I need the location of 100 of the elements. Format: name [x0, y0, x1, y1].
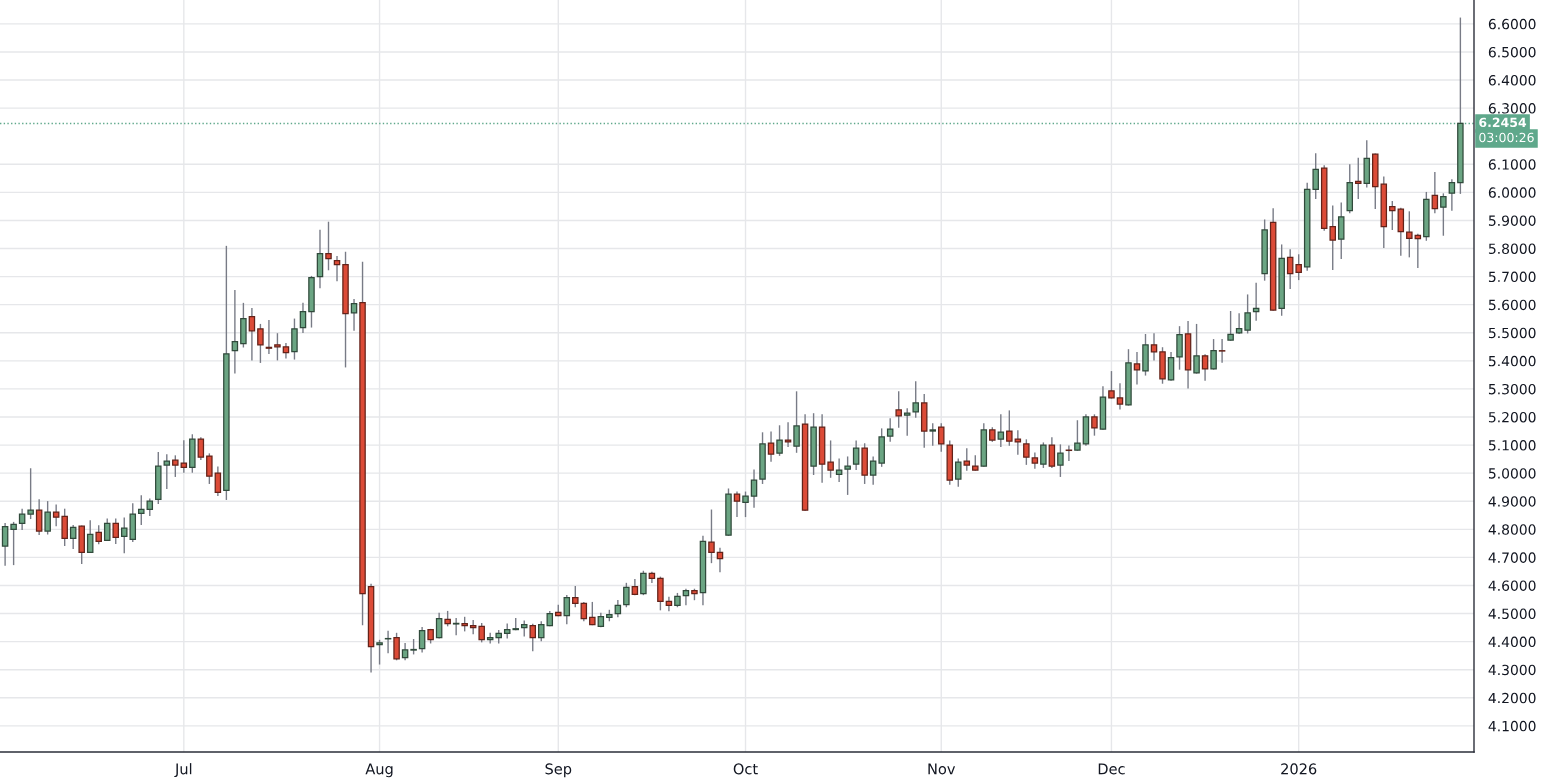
- candlestick: [869, 456, 877, 485]
- candlestick: [257, 323, 264, 363]
- candlestick: [733, 491, 741, 518]
- candlestick: [231, 289, 239, 374]
- candlestick: [1133, 351, 1141, 385]
- candlestick: [1295, 254, 1302, 281]
- ref-line-label: 6.2454: [1479, 117, 1527, 128]
- y-tick-label: 6.5000: [1488, 46, 1536, 58]
- candlestick: [291, 318, 298, 360]
- y-tick-label: 4.8000: [1488, 524, 1536, 535]
- candlestick: [44, 501, 51, 535]
- candlestick: [61, 508, 68, 547]
- candlestick: [1167, 351, 1175, 381]
- x-tick-label: Jul: [174, 763, 192, 778]
- candlestick: [112, 518, 120, 545]
- candlestick: [1397, 207, 1405, 256]
- y-tick-label: 5.8000: [1488, 243, 1536, 254]
- candlestick: [852, 440, 860, 470]
- y-tick-label: 5.3000: [1488, 383, 1536, 395]
- candlestick: [1448, 179, 1456, 211]
- candlestick: [589, 601, 596, 626]
- candlestick: [1337, 202, 1345, 260]
- candlestick: [1354, 157, 1362, 199]
- candlestick: [708, 509, 715, 564]
- candlestick: [665, 596, 673, 612]
- candlestick: [1312, 153, 1319, 199]
- candlestick: [903, 408, 911, 436]
- candlestick: [418, 626, 426, 653]
- candlestick: [1006, 410, 1013, 446]
- candlestick: [197, 437, 205, 461]
- candlestick: [69, 524, 77, 550]
- candlestick: [912, 381, 919, 418]
- candlestick: [1227, 311, 1234, 341]
- candlestick: [316, 229, 324, 289]
- candlestick: [18, 508, 26, 531]
- y-tick-label: 6.4000: [1488, 75, 1536, 86]
- y-tick-label: 6.0000: [1488, 187, 1536, 198]
- candlestick: [274, 333, 281, 361]
- candlestick: [742, 491, 749, 518]
- y-tick-label: 5.6000: [1488, 299, 1536, 311]
- y-tick-label: 5.1000: [1488, 440, 1536, 451]
- candlestick: [350, 298, 358, 331]
- y-tick-label: 6.6000: [1488, 18, 1536, 30]
- candlestick: [163, 454, 171, 490]
- candlestick: [435, 612, 443, 639]
- candlestick: [27, 468, 34, 520]
- candlestick: [248, 307, 256, 361]
- x-tick-label: Sep: [545, 763, 572, 778]
- candlestick: [776, 425, 783, 456]
- candlestick: [1286, 249, 1294, 290]
- candlestick: [172, 455, 179, 477]
- x-tick-label: Oct: [733, 763, 758, 775]
- candlestick: [1108, 371, 1115, 399]
- candlestick: [1091, 414, 1098, 436]
- candlestick: [682, 588, 690, 606]
- y-tick-label: 4.2000: [1488, 692, 1536, 704]
- y-tick-label: 4.5000: [1488, 608, 1536, 620]
- candlestick: [1150, 333, 1158, 361]
- candlestick: [206, 453, 213, 484]
- candlestick: [469, 619, 477, 635]
- candlestick: [1014, 430, 1022, 455]
- y-tick-label: 4.1000: [1488, 720, 1536, 732]
- y-tick-label: 4.3000: [1488, 664, 1536, 676]
- candlestick: [1193, 323, 1200, 374]
- candlestick: [333, 255, 341, 282]
- y-tick-label: 5.0000: [1488, 468, 1536, 479]
- candlestick: [1040, 442, 1047, 468]
- candlestick: [895, 391, 902, 428]
- candlestick: [793, 391, 800, 453]
- candlestick: [657, 576, 664, 611]
- candlestick: [1389, 200, 1396, 231]
- y-tick-label: 5.7000: [1488, 271, 1536, 283]
- candlestick: [963, 448, 971, 471]
- candlestick: [214, 466, 222, 497]
- candlestick: [529, 623, 537, 652]
- candlestick: [640, 570, 647, 596]
- candlestick: [1440, 193, 1447, 236]
- candlestick: [376, 639, 383, 665]
- candlestick: [10, 521, 17, 566]
- candlestick: [1176, 326, 1183, 370]
- candlestick: [955, 458, 962, 487]
- candlestick: [1074, 420, 1081, 451]
- candlestick: [299, 302, 307, 333]
- candlestick: [180, 440, 188, 473]
- candlestick: [86, 520, 94, 554]
- candlestick: [103, 518, 111, 541]
- candlestick: [1023, 439, 1030, 465]
- candlestick: [1431, 172, 1439, 214]
- candlestick: [767, 431, 775, 462]
- candlestick: [265, 319, 273, 354]
- candlestick: [750, 469, 758, 508]
- candlestick: [52, 504, 60, 527]
- x-tick-label: Nov: [928, 763, 956, 775]
- y-tick-label: 5.4000: [1488, 355, 1536, 367]
- y-tick-label: 6.1000: [1488, 159, 1536, 170]
- text: 03:00:26: [1479, 132, 1534, 143]
- candlestick: [572, 585, 579, 608]
- candlestick: [929, 423, 937, 446]
- candlestick: [784, 422, 792, 447]
- candlestick: [835, 458, 843, 482]
